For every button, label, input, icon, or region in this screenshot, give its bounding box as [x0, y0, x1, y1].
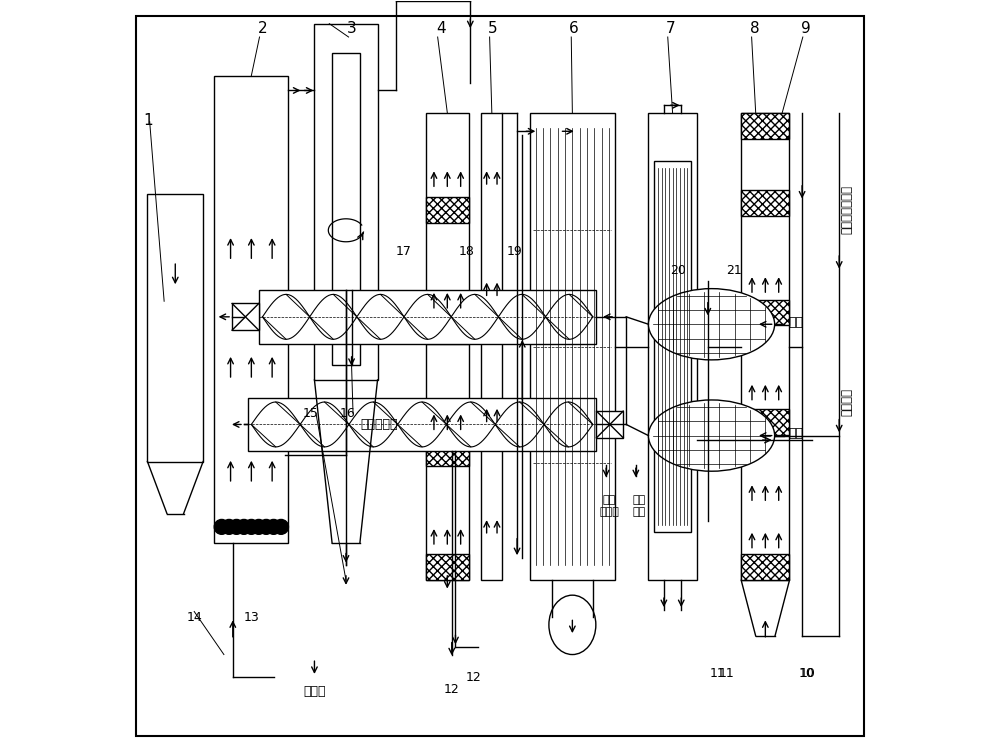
Bar [314, 24, 378, 380]
Text: 11: 11 [710, 667, 725, 679]
Text: 2: 2 [258, 21, 267, 36]
Bar [147, 194, 203, 462]
Circle shape [259, 519, 274, 534]
Text: 12: 12 [444, 683, 460, 696]
Bar [654, 161, 691, 532]
Text: 8: 8 [750, 21, 759, 36]
Bar [248, 398, 596, 451]
Text: 20: 20 [670, 264, 686, 277]
Circle shape [214, 519, 229, 534]
Text: 绿色活化剂: 绿色活化剂 [360, 418, 398, 431]
Bar [741, 554, 789, 580]
Bar [741, 112, 789, 139]
Bar [596, 411, 623, 438]
Text: 16: 16 [340, 407, 356, 420]
Bar [426, 112, 469, 580]
Text: 12: 12 [466, 670, 482, 683]
Text: 21: 21 [726, 264, 742, 277]
Text: 掺氮炭: 掺氮炭 [303, 685, 326, 698]
Text: 芳烃
燃料: 芳烃 燃料 [632, 495, 645, 517]
Text: 11: 11 [719, 667, 734, 679]
Text: 酚类
化学品: 酚类 化学品 [599, 495, 619, 517]
Bar [648, 112, 697, 580]
Text: 17: 17 [396, 245, 411, 259]
Text: 6: 6 [569, 21, 579, 36]
Bar [232, 303, 259, 330]
Text: 19: 19 [507, 245, 523, 259]
Text: 氮气: 氮气 [788, 316, 803, 329]
Circle shape [274, 519, 288, 534]
Bar [214, 75, 288, 543]
Text: 5: 5 [488, 21, 497, 36]
Text: 4: 4 [436, 21, 445, 36]
Ellipse shape [549, 595, 596, 655]
Bar [259, 290, 596, 343]
Text: 9: 9 [801, 21, 811, 36]
Bar [741, 190, 789, 215]
Ellipse shape [648, 400, 775, 472]
Bar [481, 112, 502, 580]
Text: 7: 7 [666, 21, 676, 36]
Text: 10: 10 [799, 667, 814, 679]
Bar [426, 554, 469, 580]
Circle shape [222, 519, 237, 534]
Text: 发电供热: 发电供热 [841, 388, 854, 416]
Bar [332, 54, 360, 365]
Circle shape [229, 519, 244, 534]
Text: 13: 13 [243, 611, 259, 624]
Bar [741, 112, 789, 580]
Circle shape [244, 519, 259, 534]
Ellipse shape [648, 288, 775, 360]
Text: 氮气: 氮气 [788, 427, 803, 440]
Bar [741, 299, 789, 326]
Bar [426, 318, 469, 344]
Text: 3: 3 [347, 21, 356, 36]
Text: 15: 15 [303, 407, 319, 420]
Bar [426, 440, 469, 466]
Text: 1: 1 [144, 112, 153, 127]
Bar [530, 112, 615, 580]
Circle shape [237, 519, 251, 534]
Bar [426, 197, 469, 223]
Text: 10: 10 [800, 667, 816, 679]
Text: 18: 18 [459, 245, 475, 259]
Text: 14: 14 [186, 611, 202, 624]
Bar [741, 410, 789, 435]
Text: 富甲烷气体燃料: 富甲烷气体燃料 [841, 185, 854, 234]
Circle shape [266, 519, 281, 534]
Circle shape [251, 519, 266, 534]
